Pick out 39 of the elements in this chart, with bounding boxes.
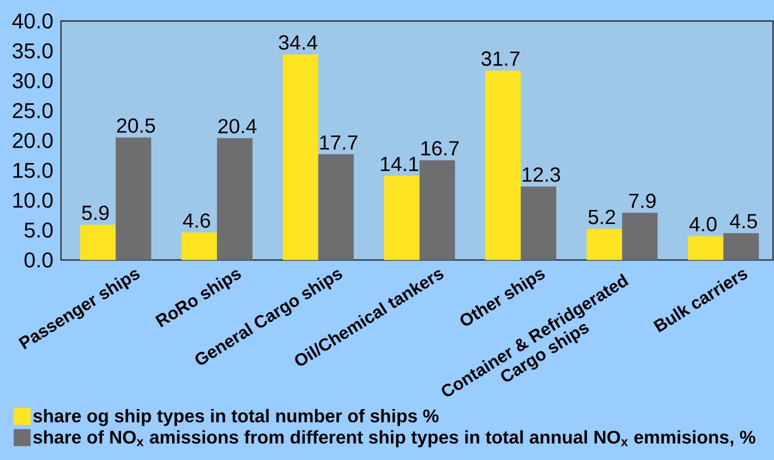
bar [216,138,252,260]
bar [723,233,759,260]
bar [282,54,318,260]
bar [688,236,724,260]
data-label: 12.3 [522,167,560,182]
bar [586,228,622,260]
legend-label: share og ship types in total number of ships % [33,408,439,426]
bar [384,176,420,260]
data-label: 5.2 [588,210,616,224]
legend-label: share of NO$_{x}$ amissions from different ship types in total annual NO$_{x}$ emmisions, % [33,430,756,448]
y-tick-label: 10.0 [13,192,53,208]
data-label: 7.9 [629,194,656,208]
bar [485,70,521,260]
y-tick-label: 15.0 [13,162,53,178]
data-label: 31.7 [481,51,520,66]
bar [420,160,456,260]
data-label: 4.0 [689,216,717,232]
data-label: 4.6 [182,213,210,228]
data-label: 20.5 [117,118,155,133]
data-label: 17.7 [320,135,358,150]
data-label: 16.7 [421,141,459,156]
bar [622,212,658,260]
y-tick-label: 35.0 [12,43,53,58]
data-label: 5.9 [82,206,109,220]
y-tick-label: 25.0 [12,103,53,118]
data-label: 34.4 [278,35,318,50]
y-tick-label: 30.0 [12,73,53,88]
bar [80,224,116,260]
bar [181,232,217,260]
bar [318,154,354,260]
bar [116,138,152,260]
data-label: 4.5 [730,214,757,228]
y-tick-label: 20.0 [12,132,53,148]
y-tick-label: 0.0 [24,252,53,268]
bar [520,186,556,260]
y-tick-label: 40.0 [12,13,53,29]
data-label: 14.1 [380,157,418,172]
data-label: 20.4 [218,118,257,134]
y-tick-label: 5.0 [24,222,53,238]
